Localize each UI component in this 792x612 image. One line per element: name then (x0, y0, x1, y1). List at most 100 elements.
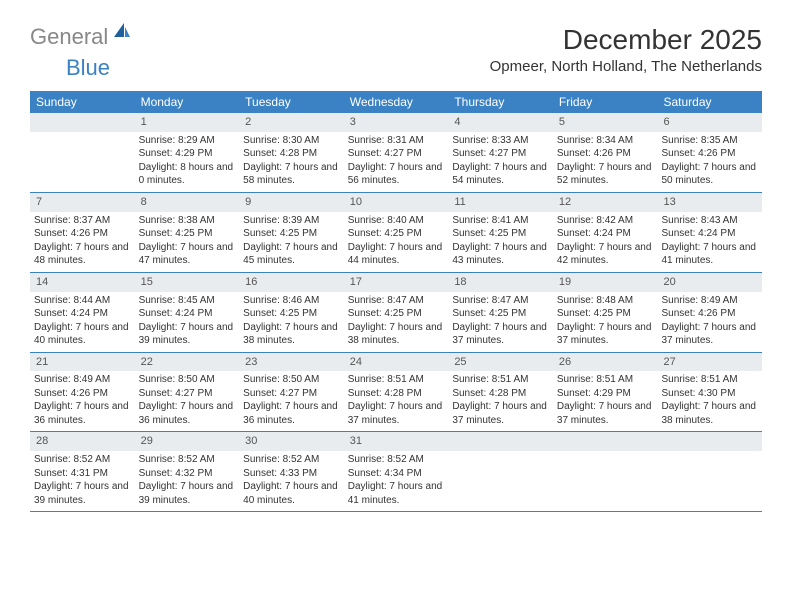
sunset-text: Sunset: 4:25 PM (243, 307, 340, 321)
day-number: 4 (448, 113, 553, 132)
day-number: 5 (553, 113, 658, 132)
day-number: 3 (344, 113, 449, 132)
daylight-text: Daylight: 7 hours and 40 minutes. (243, 480, 340, 507)
sunset-text: Sunset: 4:24 PM (139, 307, 236, 321)
day-number: 15 (135, 273, 240, 292)
sunrise-text: Sunrise: 8:29 AM (139, 134, 236, 148)
day-number: 19 (553, 273, 658, 292)
day-cell: 24Sunrise: 8:51 AMSunset: 4:28 PMDayligh… (344, 353, 449, 432)
day-number: 30 (239, 432, 344, 451)
daylight-text: Daylight: 7 hours and 37 minutes. (557, 321, 654, 348)
sunrise-text: Sunrise: 8:30 AM (243, 134, 340, 148)
day-body: Sunrise: 8:41 AMSunset: 4:25 PMDaylight:… (448, 212, 553, 272)
sunrise-text: Sunrise: 8:50 AM (243, 373, 340, 387)
day-cell: 3Sunrise: 8:31 AMSunset: 4:27 PMDaylight… (344, 113, 449, 192)
daylight-text: Daylight: 7 hours and 40 minutes. (34, 321, 131, 348)
daylight-text: Daylight: 7 hours and 43 minutes. (452, 241, 549, 268)
sunrise-text: Sunrise: 8:38 AM (139, 214, 236, 228)
day-body: Sunrise: 8:31 AMSunset: 4:27 PMDaylight:… (344, 132, 449, 192)
day-number: 6 (657, 113, 762, 132)
day-body: Sunrise: 8:34 AMSunset: 4:26 PMDaylight:… (553, 132, 658, 192)
weekday-header-row: SundayMondayTuesdayWednesdayThursdayFrid… (30, 91, 762, 113)
sunset-text: Sunset: 4:26 PM (557, 147, 654, 161)
daylight-text: Daylight: 7 hours and 47 minutes. (139, 241, 236, 268)
daylight-text: Daylight: 7 hours and 41 minutes. (348, 480, 445, 507)
daylight-text: Daylight: 7 hours and 42 minutes. (557, 241, 654, 268)
sunrise-text: Sunrise: 8:52 AM (348, 453, 445, 467)
day-cell: 8Sunrise: 8:38 AMSunset: 4:25 PMDaylight… (135, 193, 240, 272)
daylight-text: Daylight: 7 hours and 37 minutes. (452, 400, 549, 427)
day-body: Sunrise: 8:52 AMSunset: 4:34 PMDaylight:… (344, 451, 449, 511)
day-number: 24 (344, 353, 449, 372)
daylight-text: Daylight: 7 hours and 36 minutes. (139, 400, 236, 427)
daylight-text: Daylight: 7 hours and 38 minutes. (348, 321, 445, 348)
day-number: 21 (30, 353, 135, 372)
day-cell: 27Sunrise: 8:51 AMSunset: 4:30 PMDayligh… (657, 353, 762, 432)
day-body: Sunrise: 8:51 AMSunset: 4:30 PMDaylight:… (657, 371, 762, 431)
sunrise-text: Sunrise: 8:40 AM (348, 214, 445, 228)
month-title: December 2025 (490, 24, 762, 56)
daylight-text: Daylight: 7 hours and 39 minutes. (34, 480, 131, 507)
day-body: Sunrise: 8:35 AMSunset: 4:26 PMDaylight:… (657, 132, 762, 192)
day-cell: 28Sunrise: 8:52 AMSunset: 4:31 PMDayligh… (30, 432, 135, 511)
sunset-text: Sunset: 4:27 PM (139, 387, 236, 401)
day-number: 26 (553, 353, 658, 372)
sunset-text: Sunset: 4:26 PM (34, 387, 131, 401)
day-body: Sunrise: 8:39 AMSunset: 4:25 PMDaylight:… (239, 212, 344, 272)
daylight-text: Daylight: 7 hours and 50 minutes. (661, 161, 758, 188)
sunrise-text: Sunrise: 8:49 AM (661, 294, 758, 308)
weekday-header: Wednesday (344, 91, 449, 113)
day-body: Sunrise: 8:51 AMSunset: 4:29 PMDaylight:… (553, 371, 658, 431)
daylight-text: Daylight: 7 hours and 38 minutes. (661, 400, 758, 427)
day-cell (448, 432, 553, 511)
sunrise-text: Sunrise: 8:35 AM (661, 134, 758, 148)
sunrise-text: Sunrise: 8:39 AM (243, 214, 340, 228)
daylight-text: Daylight: 7 hours and 37 minutes. (661, 321, 758, 348)
sunset-text: Sunset: 4:24 PM (34, 307, 131, 321)
day-cell: 29Sunrise: 8:52 AMSunset: 4:32 PMDayligh… (135, 432, 240, 511)
sunset-text: Sunset: 4:33 PM (243, 467, 340, 481)
day-cell: 21Sunrise: 8:49 AMSunset: 4:26 PMDayligh… (30, 353, 135, 432)
day-number: 10 (344, 193, 449, 212)
day-number: 17 (344, 273, 449, 292)
day-cell: 15Sunrise: 8:45 AMSunset: 4:24 PMDayligh… (135, 273, 240, 352)
day-cell (30, 113, 135, 192)
day-cell: 1Sunrise: 8:29 AMSunset: 4:29 PMDaylight… (135, 113, 240, 192)
day-number: 23 (239, 353, 344, 372)
logo-text-general: General (30, 24, 108, 50)
daylight-text: Daylight: 8 hours and 0 minutes. (139, 161, 236, 188)
sunset-text: Sunset: 4:25 PM (452, 307, 549, 321)
weekday-header: Monday (135, 91, 240, 113)
logo: General (30, 24, 134, 50)
day-cell: 19Sunrise: 8:48 AMSunset: 4:25 PMDayligh… (553, 273, 658, 352)
week-row: 28Sunrise: 8:52 AMSunset: 4:31 PMDayligh… (30, 432, 762, 512)
day-body: Sunrise: 8:48 AMSunset: 4:25 PMDaylight:… (553, 292, 658, 352)
day-body: Sunrise: 8:50 AMSunset: 4:27 PMDaylight:… (135, 371, 240, 431)
sunrise-text: Sunrise: 8:31 AM (348, 134, 445, 148)
sunset-text: Sunset: 4:34 PM (348, 467, 445, 481)
day-body: Sunrise: 8:40 AMSunset: 4:25 PMDaylight:… (344, 212, 449, 272)
day-number: 29 (135, 432, 240, 451)
day-cell: 10Sunrise: 8:40 AMSunset: 4:25 PMDayligh… (344, 193, 449, 272)
sunset-text: Sunset: 4:29 PM (557, 387, 654, 401)
sunrise-text: Sunrise: 8:44 AM (34, 294, 131, 308)
day-number: 31 (344, 432, 449, 451)
day-cell: 6Sunrise: 8:35 AMSunset: 4:26 PMDaylight… (657, 113, 762, 192)
sunset-text: Sunset: 4:27 PM (243, 387, 340, 401)
sunrise-text: Sunrise: 8:47 AM (452, 294, 549, 308)
sunrise-text: Sunrise: 8:51 AM (557, 373, 654, 387)
sunset-text: Sunset: 4:28 PM (452, 387, 549, 401)
sunset-text: Sunset: 4:31 PM (34, 467, 131, 481)
sunrise-text: Sunrise: 8:52 AM (243, 453, 340, 467)
day-cell: 2Sunrise: 8:30 AMSunset: 4:28 PMDaylight… (239, 113, 344, 192)
day-number: 7 (30, 193, 135, 212)
weekday-header: Sunday (30, 91, 135, 113)
daylight-text: Daylight: 7 hours and 39 minutes. (139, 480, 236, 507)
day-number: 2 (239, 113, 344, 132)
day-number: 16 (239, 273, 344, 292)
day-cell (553, 432, 658, 511)
daylight-text: Daylight: 7 hours and 58 minutes. (243, 161, 340, 188)
day-body: Sunrise: 8:33 AMSunset: 4:27 PMDaylight:… (448, 132, 553, 192)
day-body: Sunrise: 8:52 AMSunset: 4:33 PMDaylight:… (239, 451, 344, 511)
day-cell: 23Sunrise: 8:50 AMSunset: 4:27 PMDayligh… (239, 353, 344, 432)
